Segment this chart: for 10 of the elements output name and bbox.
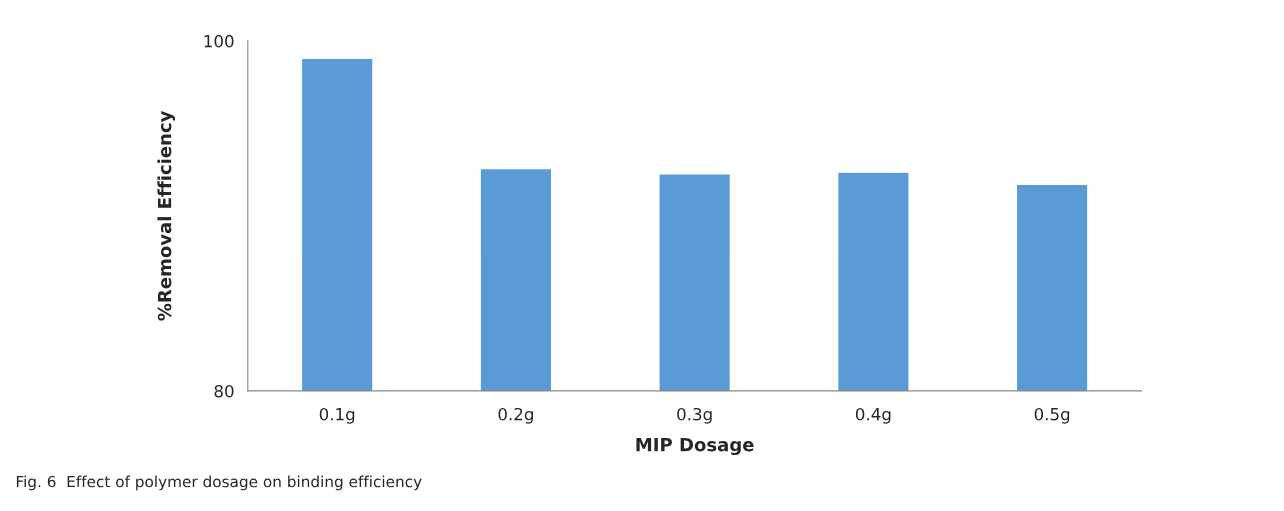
y-tick-label: 80 (214, 384, 234, 398)
x-tick-label: 0.4g (855, 407, 891, 424)
x-tick-label: 0.5g (1034, 407, 1070, 424)
x-tick-label: 0.3g (677, 407, 712, 424)
x-axis-title: MIP Dosage (636, 438, 754, 456)
caption: Fig. 6 Effect of polymer dosage on binding efficiency (16, 475, 422, 491)
x-tick-label: 0.2g (498, 407, 533, 424)
y-axis-title: %Removal Efficiency (157, 110, 176, 321)
x-tick-label: 0.1g (319, 407, 355, 424)
y-tick-label: 100 (204, 34, 234, 48)
